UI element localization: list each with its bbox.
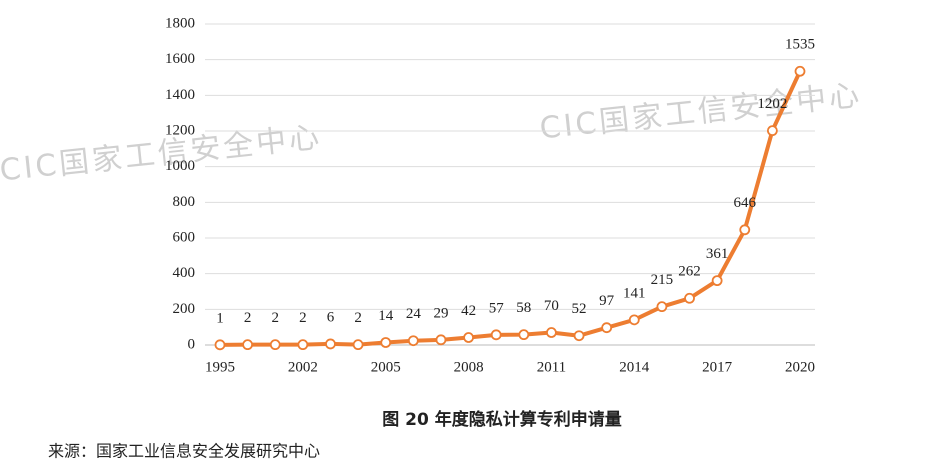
marker — [214, 339, 226, 351]
data-label: 215 — [651, 272, 674, 288]
line — [219, 70, 802, 347]
marker — [656, 301, 668, 313]
marker — [794, 65, 806, 77]
y-tick-label: 800 — [173, 194, 196, 210]
marker — [325, 338, 336, 350]
marker — [546, 327, 557, 338]
y-tick-label: 0 — [188, 336, 196, 352]
x-tick-label: 2002 — [288, 359, 318, 375]
x-tick-label: 2005 — [371, 359, 401, 375]
marker — [573, 330, 585, 342]
data-label: 262 — [678, 264, 701, 280]
marker — [739, 224, 751, 236]
y-tick-label: 1400 — [165, 87, 195, 103]
data-label: 24 — [406, 306, 422, 322]
x-tick-label: 2017 — [702, 359, 733, 375]
y-tick-label: 200 — [173, 301, 196, 317]
marker — [407, 335, 419, 347]
data-label: 2 — [271, 310, 279, 326]
y-tick-label: 1600 — [165, 51, 195, 67]
x-tick-label: 1995 — [205, 359, 235, 375]
marker — [490, 329, 502, 341]
x-tick-label: 2014 — [619, 359, 650, 375]
marker — [435, 334, 447, 346]
data-label: 57 — [489, 300, 505, 316]
data-label: 1535 — [785, 37, 815, 53]
marker — [684, 292, 695, 304]
data-label: 2 — [244, 310, 252, 326]
y-tick-label: 600 — [173, 229, 196, 245]
marker — [380, 337, 392, 348]
y-tick-label: 1800 — [165, 15, 195, 31]
marker — [518, 329, 530, 341]
marker — [766, 125, 778, 137]
data-label: 1 — [216, 310, 224, 326]
data-label: 14 — [378, 308, 394, 324]
x-tick-label: 2020 — [785, 359, 815, 375]
data-label: 52 — [572, 301, 587, 317]
x-tick-label: 2011 — [537, 359, 566, 375]
caption: 图 20 年度隐私计算专利申请量 — [382, 409, 622, 430]
data-label: 97 — [599, 293, 615, 309]
marker — [601, 322, 613, 334]
watermark: CIC国家工信安全中心 — [0, 120, 324, 189]
y-tick-label: 1200 — [165, 122, 195, 138]
marker — [269, 339, 281, 351]
data-label: 141 — [623, 285, 646, 301]
marker — [297, 339, 309, 351]
data-label: 70 — [544, 298, 559, 314]
x-tick-label: 2008 — [454, 359, 484, 375]
data-label: 42 — [461, 303, 476, 319]
marker — [242, 339, 254, 351]
source: 来源：国家工业信息安全发展研究中心 — [48, 442, 320, 461]
data-label: 2 — [354, 310, 362, 326]
data-label: 58 — [516, 300, 531, 316]
marker — [463, 332, 474, 343]
data-label: 361 — [706, 246, 729, 262]
y-tick-label: 1000 — [165, 158, 195, 174]
watermark: CIC国家工信安全中心 — [538, 78, 864, 147]
data-label: 6 — [327, 309, 335, 325]
marker — [711, 275, 723, 287]
data-label: 1202 — [757, 96, 787, 112]
data-label: 2 — [299, 310, 307, 326]
data-label: 646 — [734, 195, 757, 211]
y-tick-label: 400 — [173, 265, 196, 281]
data-label: 29 — [433, 305, 448, 321]
marker — [628, 314, 640, 326]
marker — [352, 339, 364, 351]
